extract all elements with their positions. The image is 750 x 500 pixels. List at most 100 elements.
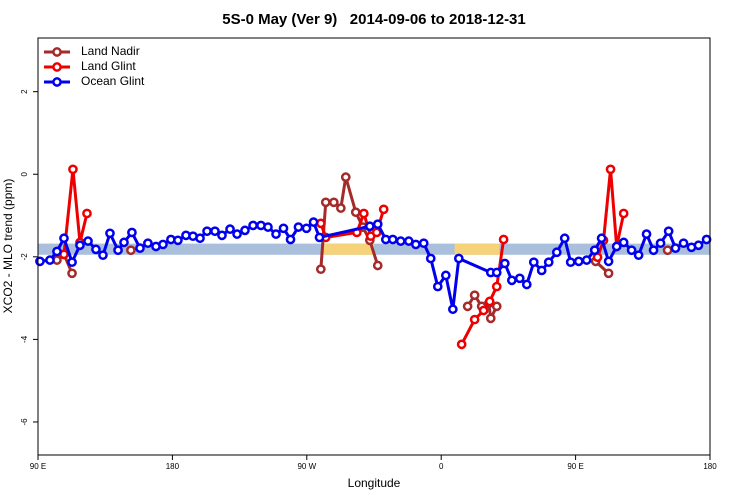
point	[45, 255, 55, 265]
point	[662, 245, 673, 256]
legend-label: Ocean Glint	[81, 74, 145, 88]
point	[232, 229, 242, 239]
point	[462, 301, 473, 312]
point	[491, 281, 502, 292]
point	[453, 253, 464, 264]
point	[701, 234, 712, 245]
point	[596, 233, 607, 244]
point	[98, 250, 108, 261]
point	[210, 226, 220, 237]
band	[454, 243, 500, 255]
band	[321, 243, 374, 255]
point	[425, 253, 436, 264]
point	[372, 219, 383, 230]
point	[641, 229, 652, 239]
point	[573, 256, 584, 267]
point	[126, 245, 136, 256]
point	[67, 257, 77, 268]
point	[626, 245, 637, 256]
point	[536, 265, 547, 276]
legend-marker	[52, 47, 62, 57]
point	[68, 164, 78, 175]
point	[378, 204, 389, 215]
point	[52, 246, 62, 257]
point	[618, 208, 629, 219]
point	[113, 245, 123, 256]
point	[655, 238, 666, 249]
point	[173, 235, 183, 246]
point	[678, 238, 689, 249]
point	[350, 207, 361, 218]
point	[485, 313, 496, 324]
y-tick-label: -4	[20, 335, 29, 343]
legend-marker	[52, 77, 62, 87]
point	[491, 267, 502, 278]
point	[105, 228, 115, 239]
point	[293, 222, 304, 232]
point	[543, 257, 554, 268]
point	[395, 236, 406, 246]
point	[478, 305, 489, 316]
point	[314, 232, 325, 243]
point	[581, 255, 592, 265]
point	[143, 238, 153, 249]
point	[670, 243, 681, 254]
point	[469, 314, 480, 325]
point	[285, 234, 296, 245]
point	[195, 233, 205, 244]
point	[432, 281, 443, 292]
point	[603, 268, 614, 279]
point	[83, 236, 93, 246]
y-tick-label: 0	[20, 171, 29, 176]
point	[528, 257, 539, 268]
y-axis-label: XCO2 - MLO trend (ppm)	[1, 179, 15, 314]
point	[456, 339, 467, 350]
legend-label: Land Glint	[81, 59, 136, 73]
x-tick-label: 90 E	[567, 462, 583, 471]
point	[559, 233, 570, 244]
point	[263, 222, 273, 232]
point	[693, 240, 704, 251]
point	[135, 243, 145, 254]
point	[521, 279, 532, 290]
point	[308, 217, 319, 227]
point	[315, 264, 326, 275]
point	[217, 230, 227, 241]
point	[447, 304, 458, 315]
x-axis-label: Longitude	[348, 476, 401, 490]
y-tick-label: -2	[20, 253, 29, 261]
y-tick-label: -6	[20, 418, 29, 426]
point	[565, 257, 576, 268]
legend-marker	[52, 62, 62, 72]
point	[633, 250, 644, 261]
point	[618, 237, 629, 248]
point	[320, 197, 331, 208]
point	[158, 239, 168, 250]
point	[328, 197, 339, 208]
point	[387, 234, 398, 245]
point	[59, 233, 69, 244]
point	[499, 258, 510, 269]
plot-frame	[37, 37, 711, 456]
point	[364, 221, 375, 232]
x-tick-label: 180	[703, 462, 717, 471]
point	[225, 224, 235, 235]
point	[498, 234, 509, 245]
legend-label: Land Nadir	[81, 44, 140, 58]
point	[605, 164, 616, 175]
point	[315, 218, 326, 229]
point	[418, 238, 429, 249]
point	[335, 203, 346, 213]
point	[67, 268, 77, 279]
y-tick-label: 2	[20, 89, 29, 94]
point	[340, 172, 351, 182]
point	[240, 225, 250, 236]
point	[410, 239, 421, 250]
point	[514, 273, 525, 284]
point	[271, 229, 281, 239]
x-tick-label: 90 E	[30, 462, 46, 471]
point	[75, 240, 85, 251]
point	[440, 270, 451, 281]
x-tick-label: 90 W	[297, 462, 316, 471]
